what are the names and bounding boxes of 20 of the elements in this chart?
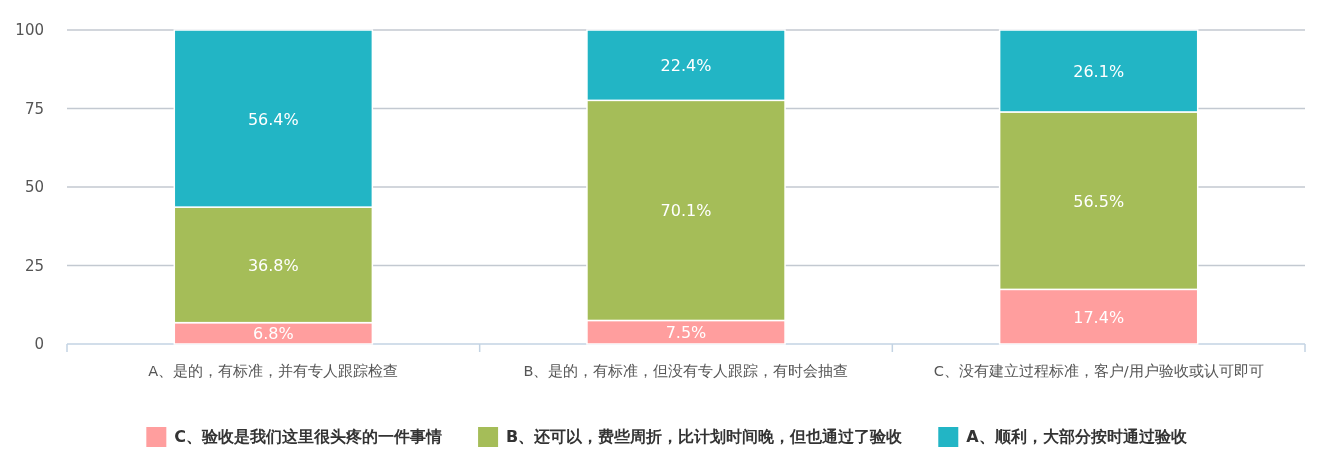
legend-label: B、还可以，费些周折，比计划时间晚，但也通过了验收 xyxy=(506,427,904,446)
legend-label: C、验收是我们这里很头疼的一件事情 xyxy=(174,427,443,446)
y-tick-label: 100 xyxy=(15,21,44,39)
y-tick-label: 25 xyxy=(24,256,44,275)
x-tick-label: A、是的，有标准，并有专人跟踪检查 xyxy=(148,363,399,379)
data-label: 22.4% xyxy=(660,56,712,76)
data-label: 56.5% xyxy=(1073,191,1125,211)
x-tick-label: B、是的，有标准，但没有专人跟踪，有时会抽查 xyxy=(523,363,849,379)
data-label: 17.4% xyxy=(1073,307,1125,327)
data-label: 70.1% xyxy=(660,201,712,221)
x-tick-label: C、没有建立过程标准，客户/用户验收或认可即可 xyxy=(933,363,1264,379)
data-label: 56.4% xyxy=(247,109,299,129)
data-label: 6.8% xyxy=(253,324,294,344)
data-label: 7.5% xyxy=(665,323,707,343)
data-label: 36.8% xyxy=(247,255,299,275)
y-tick-label: 75 xyxy=(24,99,44,118)
data-label: 26.1% xyxy=(1073,61,1125,81)
legend-label: A、顺利，大部分按时通过验收 xyxy=(966,427,1188,446)
y-tick-label: 0 xyxy=(34,335,44,353)
y-tick-label: 50 xyxy=(24,178,44,196)
